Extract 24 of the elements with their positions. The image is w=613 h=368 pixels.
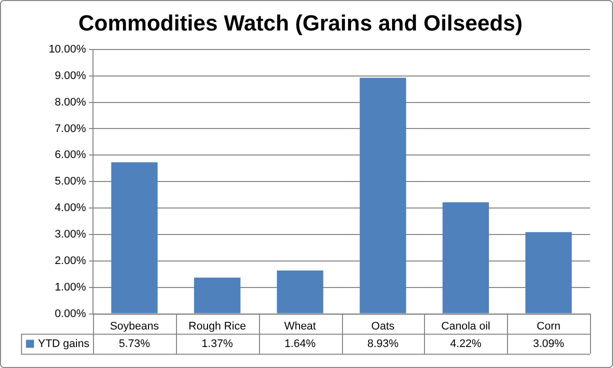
bar: [194, 278, 240, 314]
x-tick-label: Rough Rice: [188, 320, 246, 332]
bar: [276, 270, 324, 314]
x-tick-label: Soybeans: [110, 320, 160, 332]
x-tick-label: Oats: [371, 320, 396, 332]
y-tick-label: 4.00%: [54, 202, 86, 214]
y-tick-label: 10.00%: [48, 43, 86, 56]
y-tick-label: 3.00%: [54, 228, 86, 241]
y-tick-label: 0.00%: [54, 308, 86, 320]
y-tick-label: 7.00%: [54, 122, 86, 135]
y-tick-label: 8.00%: [54, 96, 86, 108]
y-tick-label: 5.00%: [54, 176, 86, 188]
bar: [442, 202, 489, 314]
chart-title: Commodities Watch (Grains and Oilseeds): [78, 10, 523, 36]
x-tick-label: Canola oil: [441, 320, 490, 332]
y-tick-label: 1.00%: [54, 281, 86, 294]
y-tick-label: 6.00%: [54, 149, 86, 162]
x-tick-label: Wheat: [284, 320, 316, 332]
bar: [525, 232, 572, 314]
x-tick-label: Corn: [536, 320, 561, 332]
y-tick-label: 2.00%: [54, 254, 86, 267]
y-tick-label: 9.00%: [54, 70, 86, 82]
bar: [360, 78, 406, 314]
bar: [111, 162, 158, 314]
